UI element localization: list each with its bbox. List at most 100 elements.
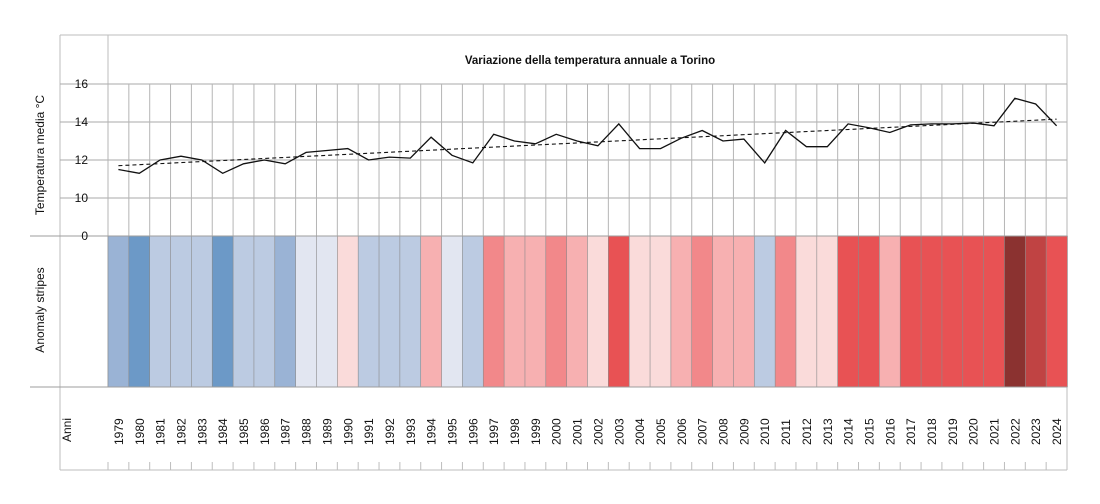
y-tick-10: 10	[75, 191, 89, 205]
anomaly-stripe-2020	[962, 235, 985, 388]
x-tick-2017: 2017	[904, 418, 918, 445]
y-tick-0: 0	[81, 229, 88, 243]
x-tick-2011: 2011	[779, 419, 793, 445]
anomaly-stripe-1983	[191, 235, 213, 388]
anomaly-stripe-2001	[566, 235, 589, 388]
anomaly-stripe-2009	[733, 235, 755, 388]
x-tick-2023: 2023	[1029, 418, 1043, 445]
x-tick-1994: 1994	[425, 418, 439, 445]
x-tick-1990: 1990	[341, 418, 355, 445]
anomaly-stripe-2011	[774, 235, 797, 388]
x-tick-1979: 1979	[112, 418, 126, 445]
anomaly-stripes	[107, 235, 1068, 388]
grid-lines	[59, 34, 1068, 470]
x-tick-1993: 1993	[404, 418, 418, 445]
x-tick-1989: 1989	[320, 418, 334, 445]
x-tick-2022: 2022	[1008, 418, 1022, 445]
anomaly-stripe-2014	[837, 235, 860, 388]
anomaly-stripe-2003	[608, 235, 630, 388]
anomaly-stripe-1982	[170, 235, 193, 388]
anomaly-stripe-2021	[983, 235, 1006, 388]
x-tick-1999: 1999	[529, 418, 543, 445]
anomaly-stripe-1979	[107, 235, 130, 388]
x-tick-2005: 2005	[654, 418, 668, 445]
anomaly-stripe-2005	[649, 235, 672, 388]
anomaly-stripe-2016	[879, 235, 901, 388]
anomaly-stripe-2023	[1025, 235, 1047, 388]
x-tick-1983: 1983	[195, 418, 209, 445]
chart-title: Variazione della temperatura annuale a T…	[465, 55, 715, 67]
x-tick-1987: 1987	[279, 418, 293, 445]
y-tick-12: 12	[75, 153, 89, 167]
x-tick-1991: 1991	[362, 418, 376, 445]
anomaly-stripe-1994	[420, 235, 443, 388]
y-axis-label: Temperatura media °C	[33, 95, 47, 216]
x-tick-2009: 2009	[737, 418, 751, 445]
x-tick-2000: 2000	[550, 418, 564, 445]
x-tick-1995: 1995	[445, 418, 459, 445]
anomaly-stripe-2012	[795, 235, 818, 388]
anomaly-stripe-1998	[503, 235, 526, 388]
x-tick-1984: 1984	[216, 418, 230, 445]
x-tick-1981: 1981	[154, 418, 168, 445]
y-tick-14: 14	[75, 115, 89, 129]
anomaly-stripe-1981	[149, 235, 172, 388]
x-tick-2004: 2004	[633, 418, 647, 445]
x-tick-2012: 2012	[800, 418, 814, 445]
x-tick-2010: 2010	[758, 418, 772, 445]
x-tick-2006: 2006	[675, 418, 689, 445]
x-tick-2018: 2018	[925, 418, 939, 445]
x-tick-2020: 2020	[967, 418, 981, 445]
x-tick-2015: 2015	[862, 418, 876, 445]
x-tick-2007: 2007	[696, 418, 710, 445]
anomaly-stripe-1999	[524, 235, 547, 388]
anomaly-stripe-2018	[920, 235, 943, 388]
x-tick-2014: 2014	[842, 418, 856, 445]
anomaly-stripe-1987	[274, 235, 297, 388]
x-tick-2001: 2001	[571, 418, 585, 445]
anomaly-stripe-2008	[712, 235, 735, 388]
x-tick-labels: 1979 1980 1981 1982 1983 1984 1985 1986 1987 1988…	[107, 418, 1064, 470]
series-line-trend	[118, 118, 1057, 167]
anomaly-stripe-1986	[253, 235, 276, 388]
anomaly-stripe-2022	[1004, 235, 1027, 388]
x-tick-1980: 1980	[133, 418, 147, 445]
anomaly-stripe-2006	[670, 235, 693, 388]
stripes-label: Anomaly stripes	[33, 267, 47, 352]
x-tick-1998: 1998	[508, 418, 522, 445]
anomaly-stripe-1991	[357, 235, 380, 388]
anomaly-stripe-1990	[337, 235, 359, 388]
anomaly-stripe-1992	[378, 235, 401, 388]
x-tick-1982: 1982	[174, 418, 188, 445]
anomaly-stripe-1993	[399, 235, 422, 388]
x-tick-1988: 1988	[300, 418, 314, 445]
x-tick-2019: 2019	[946, 418, 960, 445]
x-tick-1997: 1997	[487, 418, 501, 445]
anomaly-stripe-2024	[1045, 235, 1068, 388]
anomaly-stripe-2000	[545, 235, 568, 388]
x-tick-2002: 2002	[591, 418, 605, 445]
anomaly-stripe-1997	[482, 235, 505, 388]
anomaly-stripe-2013	[816, 235, 839, 388]
x-tick-1985: 1985	[237, 418, 251, 445]
anomaly-stripe-1996	[462, 235, 484, 388]
x-tick-1992: 1992	[383, 418, 397, 445]
anomaly-stripe-2002	[587, 235, 610, 388]
anomaly-stripe-1989	[316, 235, 339, 388]
anomaly-stripe-2010	[753, 235, 776, 388]
anomaly-stripe-1985	[232, 235, 255, 388]
anomaly-stripe-1988	[295, 235, 318, 388]
x-tick-1986: 1986	[258, 418, 272, 445]
anomaly-stripe-2004	[628, 235, 651, 388]
y-tick-16: 16	[75, 77, 89, 91]
x-tick-2021: 2021	[988, 418, 1002, 445]
anomaly-stripe-1984	[211, 235, 234, 388]
x-tick-2016: 2016	[883, 418, 897, 445]
anomaly-stripe-2007	[691, 235, 714, 388]
series-line-temperature	[118, 97, 1058, 175]
x-tick-1996: 1996	[466, 418, 480, 445]
anomaly-stripe-1980	[128, 235, 151, 388]
x-tick-2008: 2008	[717, 418, 731, 445]
